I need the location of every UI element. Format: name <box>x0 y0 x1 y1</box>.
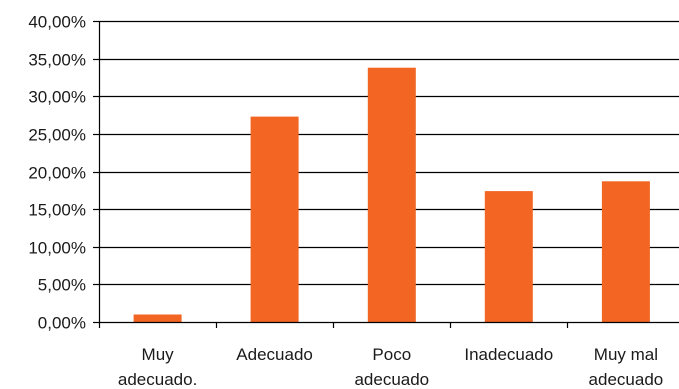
bar <box>367 67 416 322</box>
bar <box>250 116 299 322</box>
y-tick-label: 35,00% <box>28 51 86 70</box>
y-tick-label: 20,00% <box>28 164 86 183</box>
x-category-label: Muy adecuado. <box>118 345 197 389</box>
bar <box>601 181 650 322</box>
y-tick-label: 5,00% <box>38 276 86 295</box>
x-category-label: Muy mal adecuado <box>589 345 664 389</box>
y-tick-label: 10,00% <box>28 239 86 258</box>
y-tick-label: 0,00% <box>38 314 86 333</box>
y-tick-label: 30,00% <box>28 88 86 107</box>
y-tick-label: 40,00% <box>28 13 86 32</box>
x-category-label: Inadecuado <box>464 345 553 364</box>
x-category-labels: Muy adecuado. Adecuado Poco adecuado Inadecua… <box>118 345 663 389</box>
y-tick-labels: 0,00% 5,00% 10,00% 15,00% 20,00% 25,00% 30,00%… <box>28 13 86 333</box>
bar <box>484 191 533 322</box>
x-category-label: Adecuado <box>236 345 313 364</box>
y-tick-label: 25,00% <box>28 126 86 145</box>
x-category-label: Poco adecuado <box>354 345 429 389</box>
bars <box>133 67 650 322</box>
y-tick-label: 15,00% <box>28 201 86 220</box>
axes <box>93 20 679 328</box>
bar <box>133 314 182 322</box>
